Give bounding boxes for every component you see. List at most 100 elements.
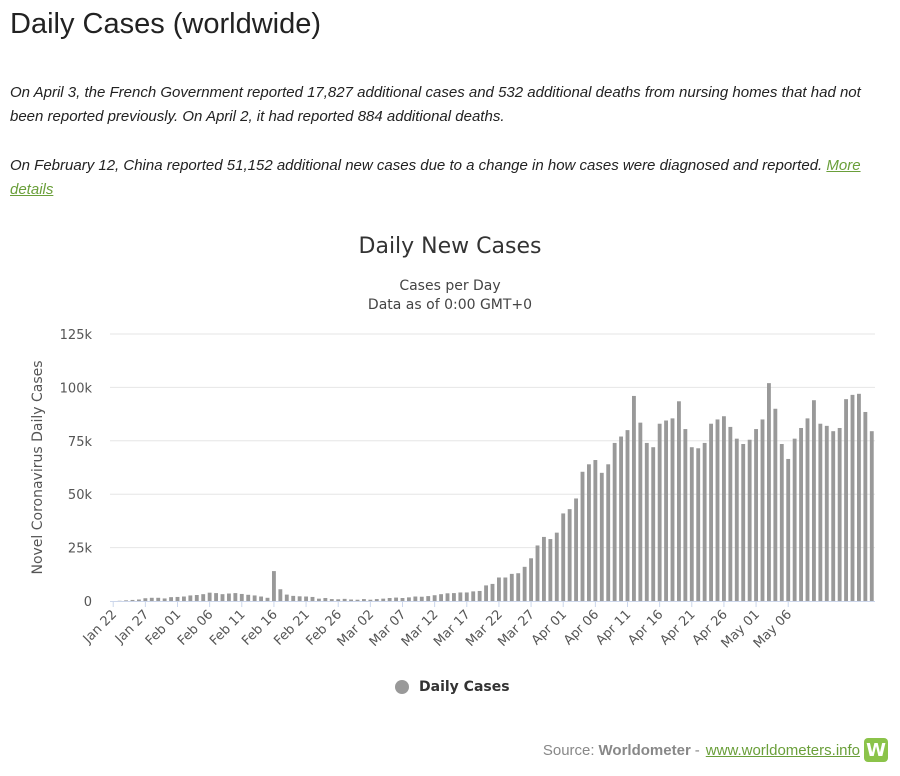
bar [574, 498, 578, 601]
bar [734, 438, 739, 601]
bar [194, 595, 199, 601]
bar [349, 599, 353, 601]
bar [182, 596, 186, 601]
bar [818, 423, 823, 601]
bar [201, 594, 206, 601]
china-note: On February 12, China reported 51,152 ad… [10, 154, 880, 202]
y-tick-label: 50k [68, 488, 93, 503]
bar [426, 596, 431, 601]
bar [284, 594, 289, 601]
chart-legend[interactable]: Daily Cases [395, 679, 510, 695]
bar [754, 429, 758, 601]
source-name: Worldometer [598, 741, 691, 759]
bar [381, 598, 386, 601]
source-separator: - [694, 741, 700, 759]
bar [387, 598, 392, 601]
chart-subtitle-cases-per-day: Cases per Day [399, 278, 501, 294]
bar [638, 422, 643, 601]
y-tick-label: 75k [68, 435, 93, 450]
bar [278, 589, 283, 601]
bar [741, 444, 746, 601]
bar [606, 464, 611, 601]
bar [207, 592, 212, 601]
bar [137, 599, 141, 601]
bar [799, 427, 803, 601]
bar [355, 599, 360, 601]
bar [696, 448, 701, 601]
y-axis-title: Novel Coronavirus Daily Cases [30, 360, 46, 574]
bar [310, 596, 315, 601]
bar [246, 594, 251, 601]
bar [175, 596, 180, 601]
bar [490, 583, 495, 601]
bar [452, 593, 456, 601]
bar [792, 438, 797, 601]
bar [342, 598, 347, 601]
bar [432, 595, 437, 601]
bar [561, 513, 566, 601]
source-prefix: Source: [542, 741, 595, 759]
bar [670, 418, 675, 601]
bar [130, 599, 135, 601]
bar [831, 431, 836, 601]
bar [291, 595, 296, 601]
x-tick-label: Apr 21 [657, 607, 698, 648]
bar [220, 594, 225, 601]
bar [458, 592, 463, 601]
bar [644, 442, 649, 601]
bar [812, 400, 816, 601]
bar [689, 447, 694, 601]
x-tick-label: Jan 22 [80, 607, 120, 647]
bar [677, 401, 681, 601]
bar [599, 472, 604, 601]
worldometer-logo-icon[interactable]: W [864, 738, 888, 762]
y-tick-label: 125k [60, 328, 93, 343]
bar [400, 598, 405, 601]
bar [786, 458, 791, 601]
chart-subtitle-data-as-of: Data as of 0:00 GMT+0 [367, 297, 533, 313]
bar [374, 599, 379, 601]
bar [567, 509, 572, 601]
bar [265, 597, 270, 601]
bar [516, 573, 521, 601]
bar [329, 599, 334, 601]
chart-title: Daily New Cases [358, 234, 542, 259]
legend-label-daily-cases: Daily Cases [419, 679, 510, 695]
source-credit: Source: Worldometer - www.worldometers.i… [543, 738, 888, 762]
x-tick-label: Apr 16 [625, 607, 666, 648]
bar [702, 442, 707, 601]
bar [227, 593, 231, 601]
bar [554, 532, 559, 601]
bar [715, 419, 720, 601]
bar [857, 393, 861, 601]
bar [252, 595, 257, 601]
more-details-link[interactable]: More details [10, 157, 861, 198]
bar [619, 436, 623, 601]
bar [188, 595, 193, 601]
y-tick-label: 25k [68, 542, 93, 557]
bar [612, 442, 617, 601]
bar [297, 596, 302, 601]
bar [143, 598, 148, 601]
bar [214, 593, 218, 601]
bar [323, 598, 328, 601]
bar [394, 597, 398, 601]
bar [593, 460, 598, 601]
bar [535, 545, 540, 601]
china-note-text: On February 12, China reported 51,152 ad… [10, 157, 823, 174]
bar [445, 593, 450, 601]
x-tick-label: Mar 27 [495, 607, 538, 650]
bar [773, 408, 778, 601]
bar [259, 596, 263, 601]
bar [844, 399, 848, 601]
france-note: On April 3, the French Government report… [10, 84, 861, 125]
bar [850, 394, 855, 601]
bar [413, 596, 418, 601]
bar [407, 597, 411, 601]
y-tick-label: 0 [84, 595, 92, 610]
bar [484, 585, 488, 601]
source-link[interactable]: www.worldometers.info [705, 741, 860, 759]
bar [837, 427, 842, 601]
page-title: Daily Cases (worldwide) [10, 8, 322, 40]
